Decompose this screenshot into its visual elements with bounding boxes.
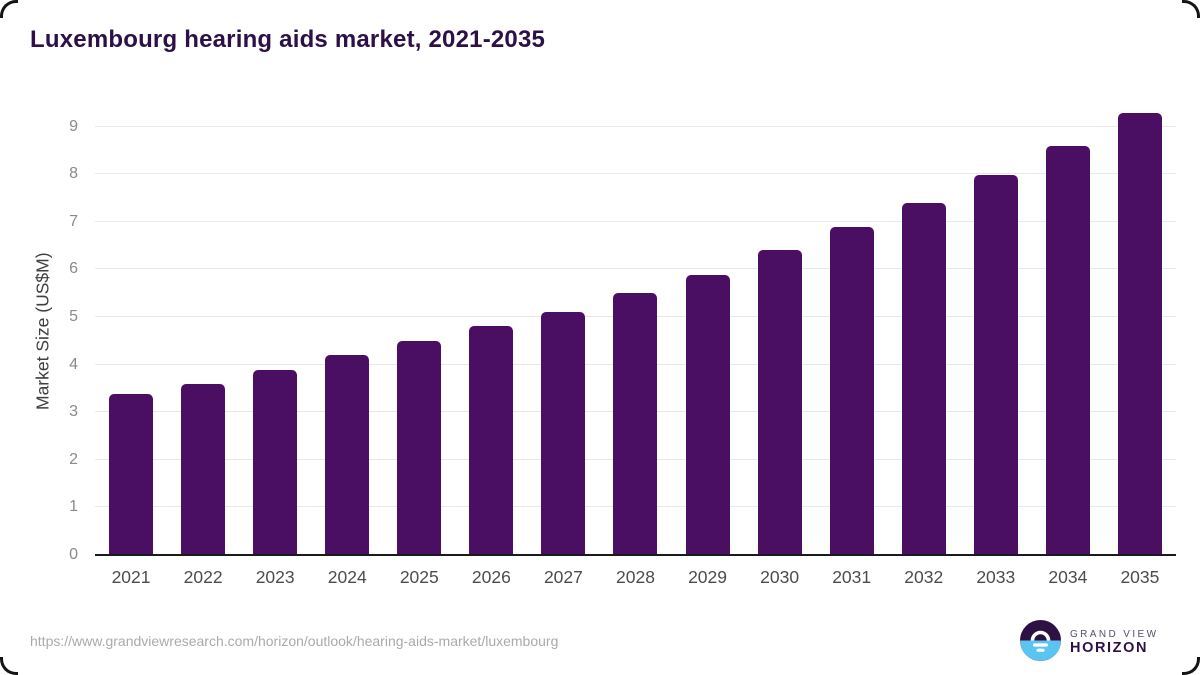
bar-2029 — [685, 274, 730, 554]
x-tick-label-2026: 2026 — [471, 567, 511, 587]
bar-slot-2035 — [1104, 112, 1176, 554]
bar-slot-2034 — [1032, 146, 1104, 554]
bar-2027 — [541, 312, 586, 554]
x-tick-label-2024: 2024 — [327, 567, 367, 587]
y-tick-label-6: 6 — [69, 260, 78, 278]
y-tick-label-7: 7 — [69, 212, 78, 230]
source-url: https://www.grandviewresearch.com/horizo… — [30, 633, 559, 649]
gridline-6 — [95, 268, 1176, 270]
x-tick-label-2034: 2034 — [1048, 567, 1088, 587]
x-tick-label-2033: 2033 — [976, 567, 1016, 587]
bar-slot-2030 — [744, 250, 816, 554]
y-tick-label-4: 4 — [69, 355, 78, 373]
y-tick-labels: 0 1 2 3 4 5 6 7 8 9 — [0, 106, 78, 563]
bar-slot-2024 — [311, 355, 383, 554]
logo-grand-view-text: GRAND VIEW — [1070, 628, 1159, 640]
horizon-sun-icon — [1020, 620, 1061, 666]
plot-area — [95, 106, 1176, 556]
x-tick-label-2031: 2031 — [832, 567, 872, 587]
x-tick-label-2027: 2027 — [543, 567, 583, 587]
x-tick-label-2022: 2022 — [183, 567, 223, 587]
logo-wordmark: GRAND VIEW HORIZON — [1070, 629, 1158, 657]
frame-corner-bottom-right — [1182, 657, 1200, 675]
bar-2033 — [973, 174, 1018, 554]
bar-slot-2021 — [95, 393, 167, 554]
x-tick-label-2029: 2029 — [688, 567, 727, 587]
gridline-8 — [95, 173, 1176, 175]
x-tick-label-2023: 2023 — [255, 567, 295, 587]
x-tick-label-2030: 2030 — [760, 567, 800, 587]
bar-2021 — [109, 393, 154, 554]
y-tick-label-0: 0 — [69, 546, 78, 563]
bar-slot-2025 — [383, 340, 455, 554]
logo-horizon-text: HORIZON — [1070, 640, 1149, 657]
bar-2025 — [397, 340, 442, 554]
bar-slot-2029 — [672, 274, 744, 554]
bar-2023 — [253, 369, 298, 554]
bar-2026 — [469, 326, 514, 554]
frame-corner-top-left — [0, 0, 18, 18]
frame-corner-bottom-left — [0, 657, 18, 675]
bar-slot-2023 — [239, 369, 311, 554]
chart-title: Luxembourg hearing aids market, 2021-203… — [30, 26, 546, 53]
bar-slot-2032 — [888, 203, 960, 554]
bar-2035 — [1117, 112, 1162, 554]
grand-view-horizon-logo: GRAND VIEW HORIZON — [1020, 620, 1158, 666]
gridline-7 — [95, 220, 1176, 222]
bar-2032 — [901, 203, 946, 554]
bar-2022 — [181, 383, 226, 554]
bar-slot-2027 — [527, 312, 599, 554]
x-tick-label-2028: 2028 — [616, 567, 655, 587]
x-tick-label-2021: 2021 — [111, 567, 151, 587]
bar-2028 — [613, 293, 658, 554]
bar-2024 — [325, 355, 370, 554]
y-tick-label-8: 8 — [69, 165, 78, 183]
x-tick-label-2032: 2032 — [904, 567, 944, 587]
x-tick-label-2035: 2035 — [1120, 567, 1160, 587]
bar-2031 — [829, 227, 874, 554]
bar-2030 — [757, 250, 802, 554]
bar-slot-2033 — [960, 174, 1032, 554]
bar-slot-2028 — [599, 293, 671, 554]
y-tick-label-5: 5 — [69, 308, 78, 325]
y-tick-label-9: 9 — [69, 117, 78, 135]
bars-row — [95, 106, 1176, 554]
frame-corner-top-right — [1182, 0, 1200, 18]
bar-slot-2022 — [167, 383, 239, 554]
y-tick-label-2: 2 — [69, 450, 78, 468]
bar-slot-2031 — [816, 227, 888, 554]
x-tick-label-2025: 2025 — [399, 567, 439, 587]
gridline-9 — [95, 125, 1176, 127]
y-tick-label-1: 1 — [69, 498, 78, 516]
y-tick-label-3: 3 — [69, 403, 78, 421]
x-tick-labels: 2021 2022 2023 2024 2025 2026 2027 2028 2029 2030… — [95, 567, 1176, 588]
bar-slot-2026 — [455, 326, 527, 554]
bar-2034 — [1045, 146, 1090, 554]
